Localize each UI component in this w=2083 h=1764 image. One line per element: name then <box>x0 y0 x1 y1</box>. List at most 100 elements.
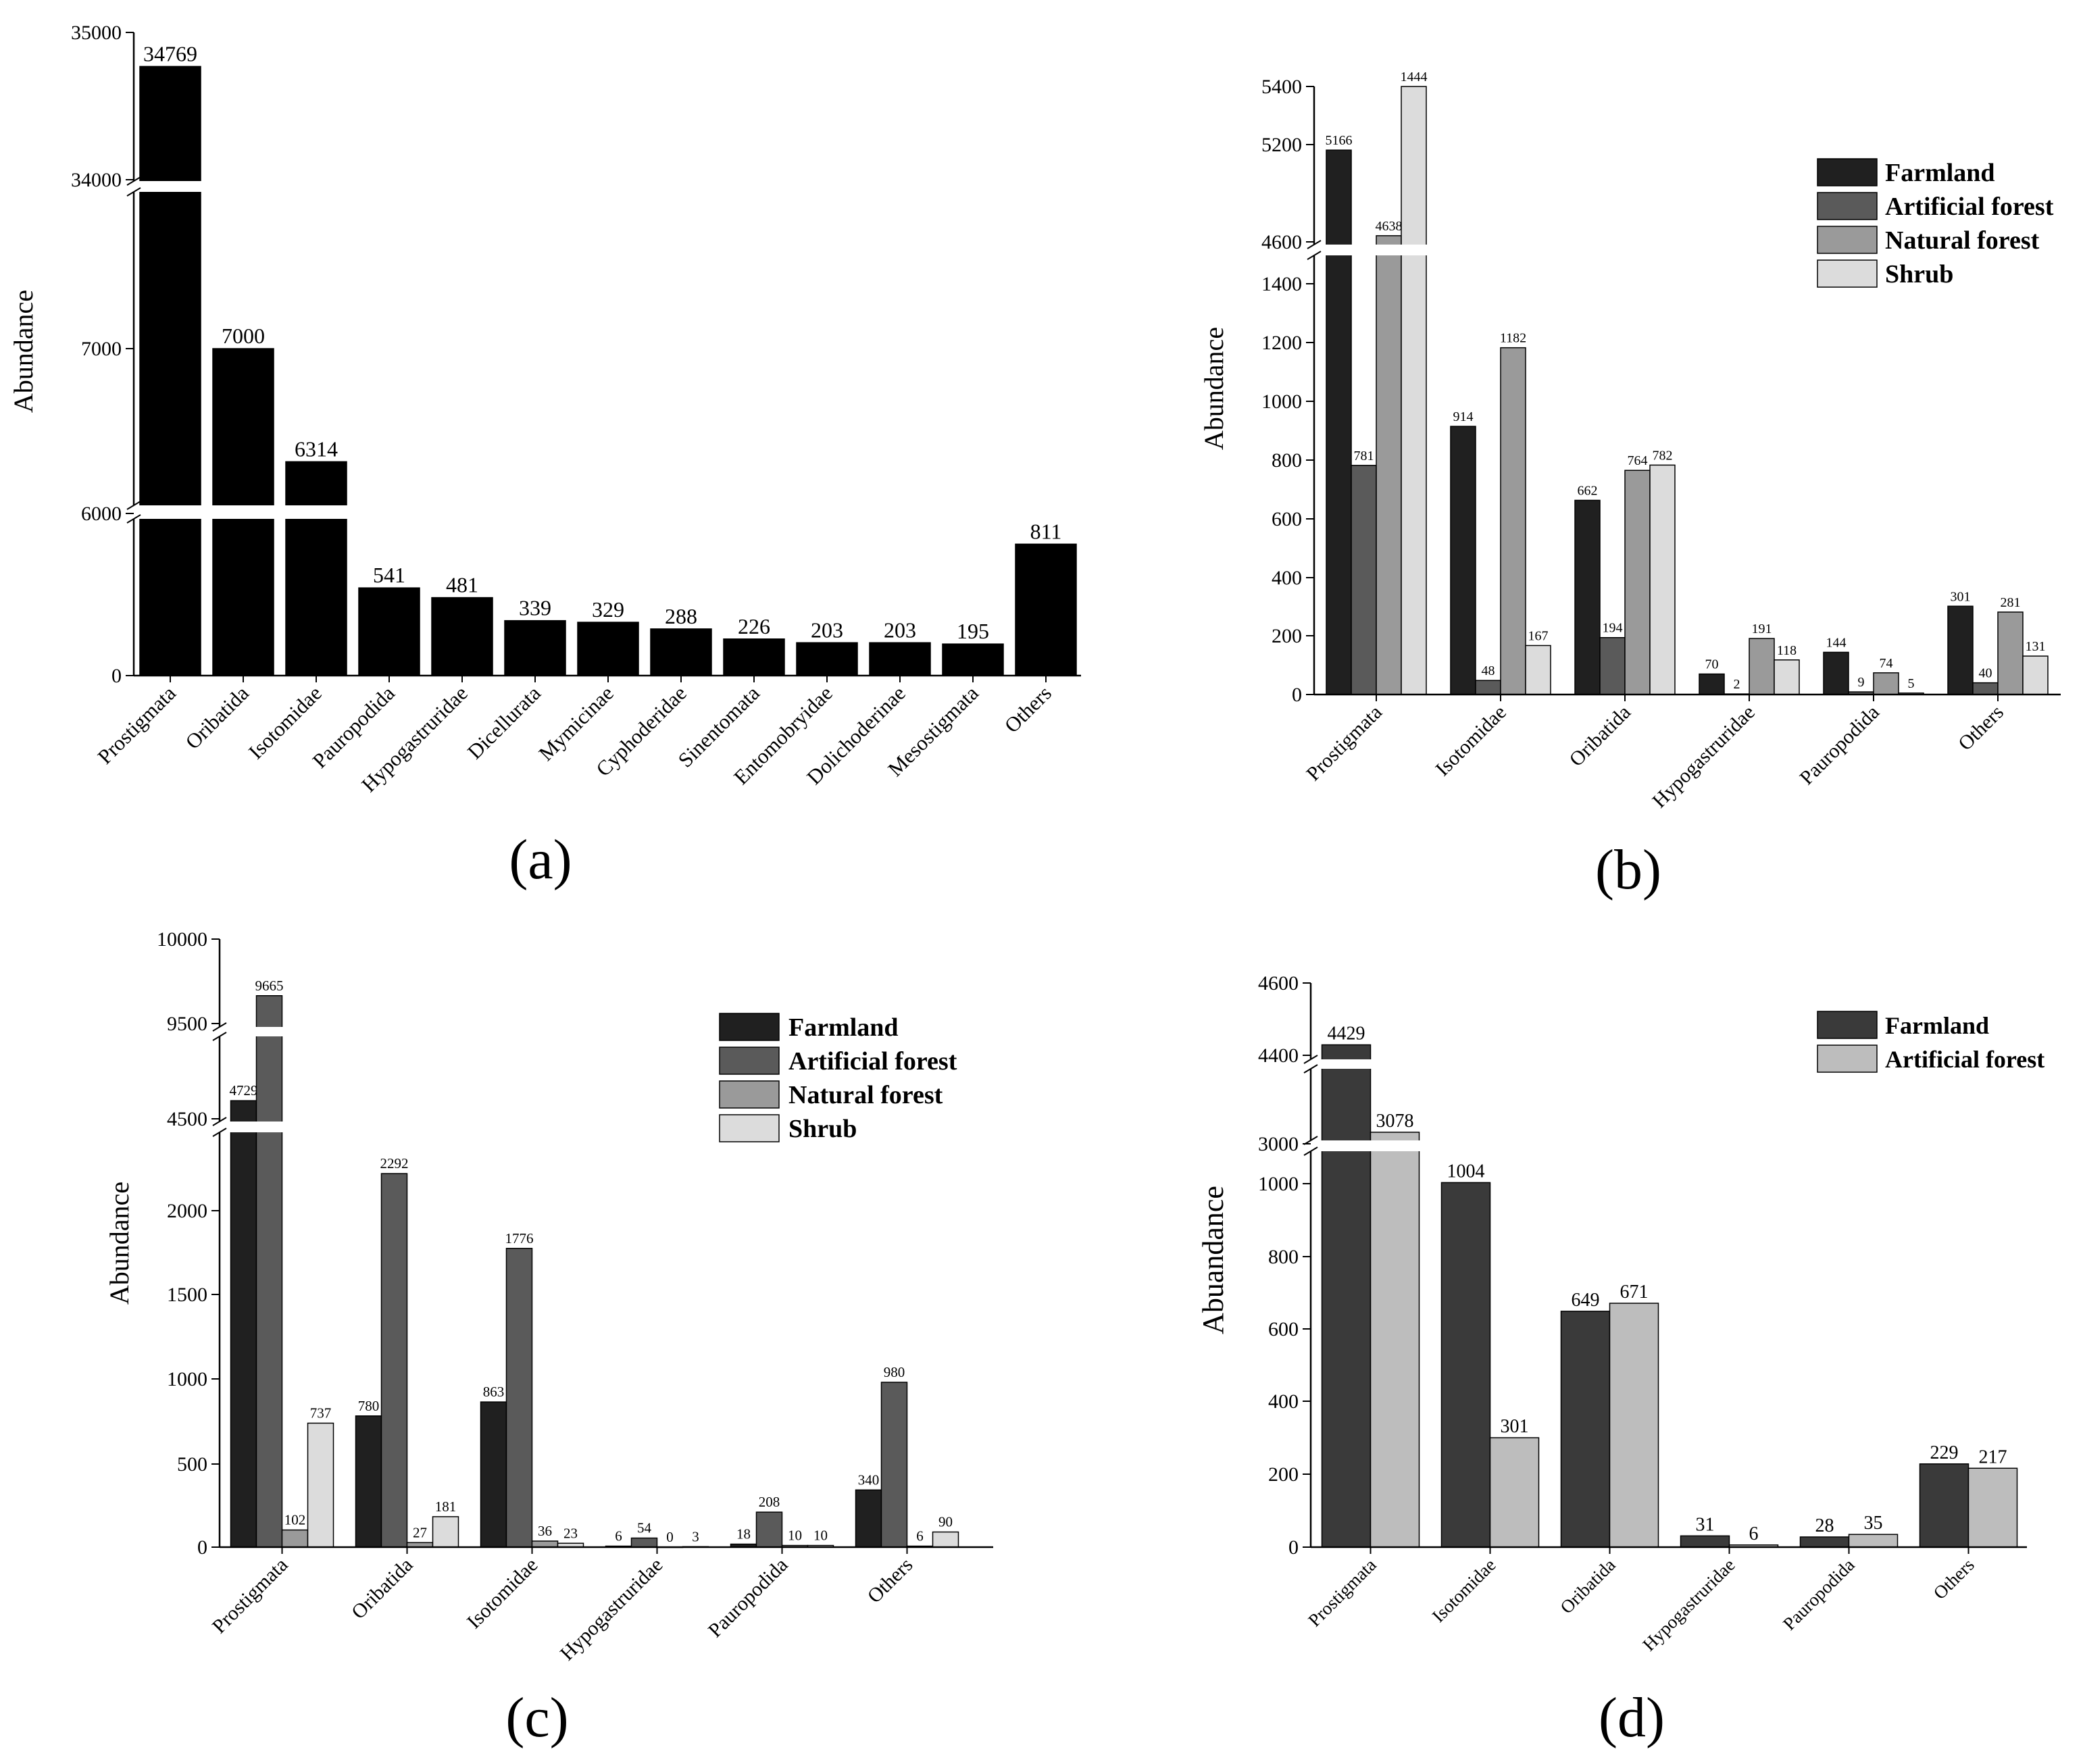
bar-a-5 <box>504 620 566 676</box>
y-axis-break <box>132 505 136 519</box>
bar-a-11 <box>942 643 1004 676</box>
bar-b-natural-forest-4 <box>1873 672 1899 695</box>
data-label: 3 <box>692 1528 699 1544</box>
y-axis-break <box>1312 245 1316 255</box>
x-tick-label: Pauropodida <box>704 1554 793 1642</box>
bar-c-artificial-forest-3 <box>630 1537 658 1548</box>
data-label: 23 <box>563 1525 578 1541</box>
bar-a-9 <box>796 642 858 676</box>
x-tick-label: Isotomidae <box>1431 701 1511 781</box>
legend-swatch <box>1817 226 1878 254</box>
data-label: 4429 <box>1328 1023 1365 1044</box>
data-label: 18 <box>736 1526 751 1542</box>
data-label: 34769 <box>143 41 197 66</box>
data-label: 1182 <box>1500 331 1526 346</box>
data-label: 35 <box>1864 1513 1883 1534</box>
data-label: 340 <box>858 1471 880 1488</box>
data-label: 329 <box>592 597 624 622</box>
x-tick-label: Hypogastruridae <box>556 1554 668 1665</box>
chart-panel-d: 4429 3078 Prostigmata 1004 301 Isotomidae 649 6… <box>1197 972 2044 1749</box>
data-label: 229 <box>1930 1442 1959 1463</box>
bar-b-artificial-forest-0 <box>1351 465 1377 695</box>
y-tick-label: 200 <box>1272 625 1302 647</box>
panel-label: (c) <box>505 1686 568 1749</box>
legend-label: Artificial forest <box>1885 193 2054 221</box>
x-tick-label: Dicellurata <box>463 681 545 763</box>
x-tick-label: Others <box>863 1554 918 1608</box>
bar-b-natural-forest-3 <box>1749 638 1775 695</box>
data-label: 208 <box>759 1494 780 1510</box>
break-mark <box>1303 1055 1318 1064</box>
y-axis-break <box>1309 1059 1313 1069</box>
bar-b-artificial-forest-2 <box>1599 636 1626 695</box>
data-label: 131 <box>2026 639 2046 654</box>
bar-b-farmland-0 <box>1326 149 1352 695</box>
data-label: 6 <box>916 1528 924 1544</box>
bar-a-2 <box>285 461 347 676</box>
y-tick-label: 1500 <box>167 1284 207 1306</box>
data-label: 481 <box>446 573 478 597</box>
data-label: 203 <box>811 618 843 642</box>
y-tick-label: 1000 <box>1258 1173 1299 1195</box>
y-tick-label: 1400 <box>1261 273 1302 295</box>
y-tick-label: 4600 <box>1258 972 1299 994</box>
data-label: 6314 <box>295 436 338 461</box>
data-label: 181 <box>435 1498 457 1515</box>
bar-a-3 <box>358 587 420 676</box>
bar-c-farmland-5 <box>855 1489 882 1548</box>
y-axis-break <box>132 181 136 192</box>
bar-a-0 <box>139 66 201 676</box>
data-label: 5 <box>1908 676 1915 691</box>
y-tick-label: 600 <box>1268 1318 1299 1340</box>
y-tick-label: 0 <box>111 665 122 687</box>
y-tick-label: 2000 <box>167 1200 207 1222</box>
y-tick-label: 9500 <box>167 1013 207 1035</box>
bar-b-shrub-0 <box>1401 86 1427 695</box>
data-label: 31 <box>1696 1514 1715 1535</box>
data-label: 27 <box>413 1524 427 1540</box>
bar-b-natural-forest-2 <box>1624 470 1651 695</box>
legend-swatch <box>1817 1044 1878 1073</box>
data-label: 1776 <box>505 1230 534 1246</box>
data-label: 5166 <box>1326 133 1353 148</box>
y-tick-label: 6000 <box>81 503 122 525</box>
bar-c-artificial-forest-4 <box>755 1511 783 1548</box>
x-tick-label: Oribatida <box>180 681 253 754</box>
bar-d-farmland-2 <box>1560 1311 1611 1548</box>
data-label: 6 <box>1749 1523 1759 1544</box>
data-label: 10 <box>813 1528 828 1544</box>
axis-break-gap <box>1308 1140 2030 1151</box>
data-label: 281 <box>2001 595 2021 610</box>
y-axis-label: Abundance <box>8 290 39 413</box>
data-label: 6 <box>615 1528 622 1544</box>
bar-c-shrub-5 <box>932 1531 959 1548</box>
legend-label: Shrub <box>788 1115 857 1143</box>
bar-c-artificial-forest-5 <box>880 1382 908 1548</box>
axis-break-gap <box>131 181 1084 192</box>
data-label: 288 <box>665 604 697 628</box>
y-tick-label: 7000 <box>81 338 122 360</box>
bar-a-6 <box>577 622 639 676</box>
panel-label: (d) <box>1599 1686 1665 1749</box>
y-axis-label: Abundance <box>1199 327 1229 450</box>
data-label: 781 <box>1354 449 1374 463</box>
x-tick-label: Oribatida <box>347 1554 417 1623</box>
data-label: 737 <box>310 1405 332 1421</box>
data-label: 811 <box>1030 519 1062 543</box>
data-label: 4638 <box>1376 219 1403 234</box>
data-label: 2292 <box>380 1155 409 1171</box>
data-label: 118 <box>1777 643 1797 658</box>
data-label: 780 <box>358 1398 380 1414</box>
legend-swatch <box>719 1013 780 1041</box>
bar-d-farmland-1 <box>1440 1182 1491 1548</box>
bar-b-shrub-1 <box>1525 645 1551 695</box>
data-label: 226 <box>738 614 770 638</box>
break-mark <box>126 187 141 197</box>
x-tick-label: Pauropodida <box>1795 701 1884 790</box>
bar-c-shrub-1 <box>432 1516 459 1548</box>
break-mark <box>212 1117 227 1126</box>
y-tick-label: 400 <box>1268 1390 1299 1413</box>
legend-label: Shrub <box>1885 260 1953 288</box>
y-axis-break <box>218 1122 222 1132</box>
